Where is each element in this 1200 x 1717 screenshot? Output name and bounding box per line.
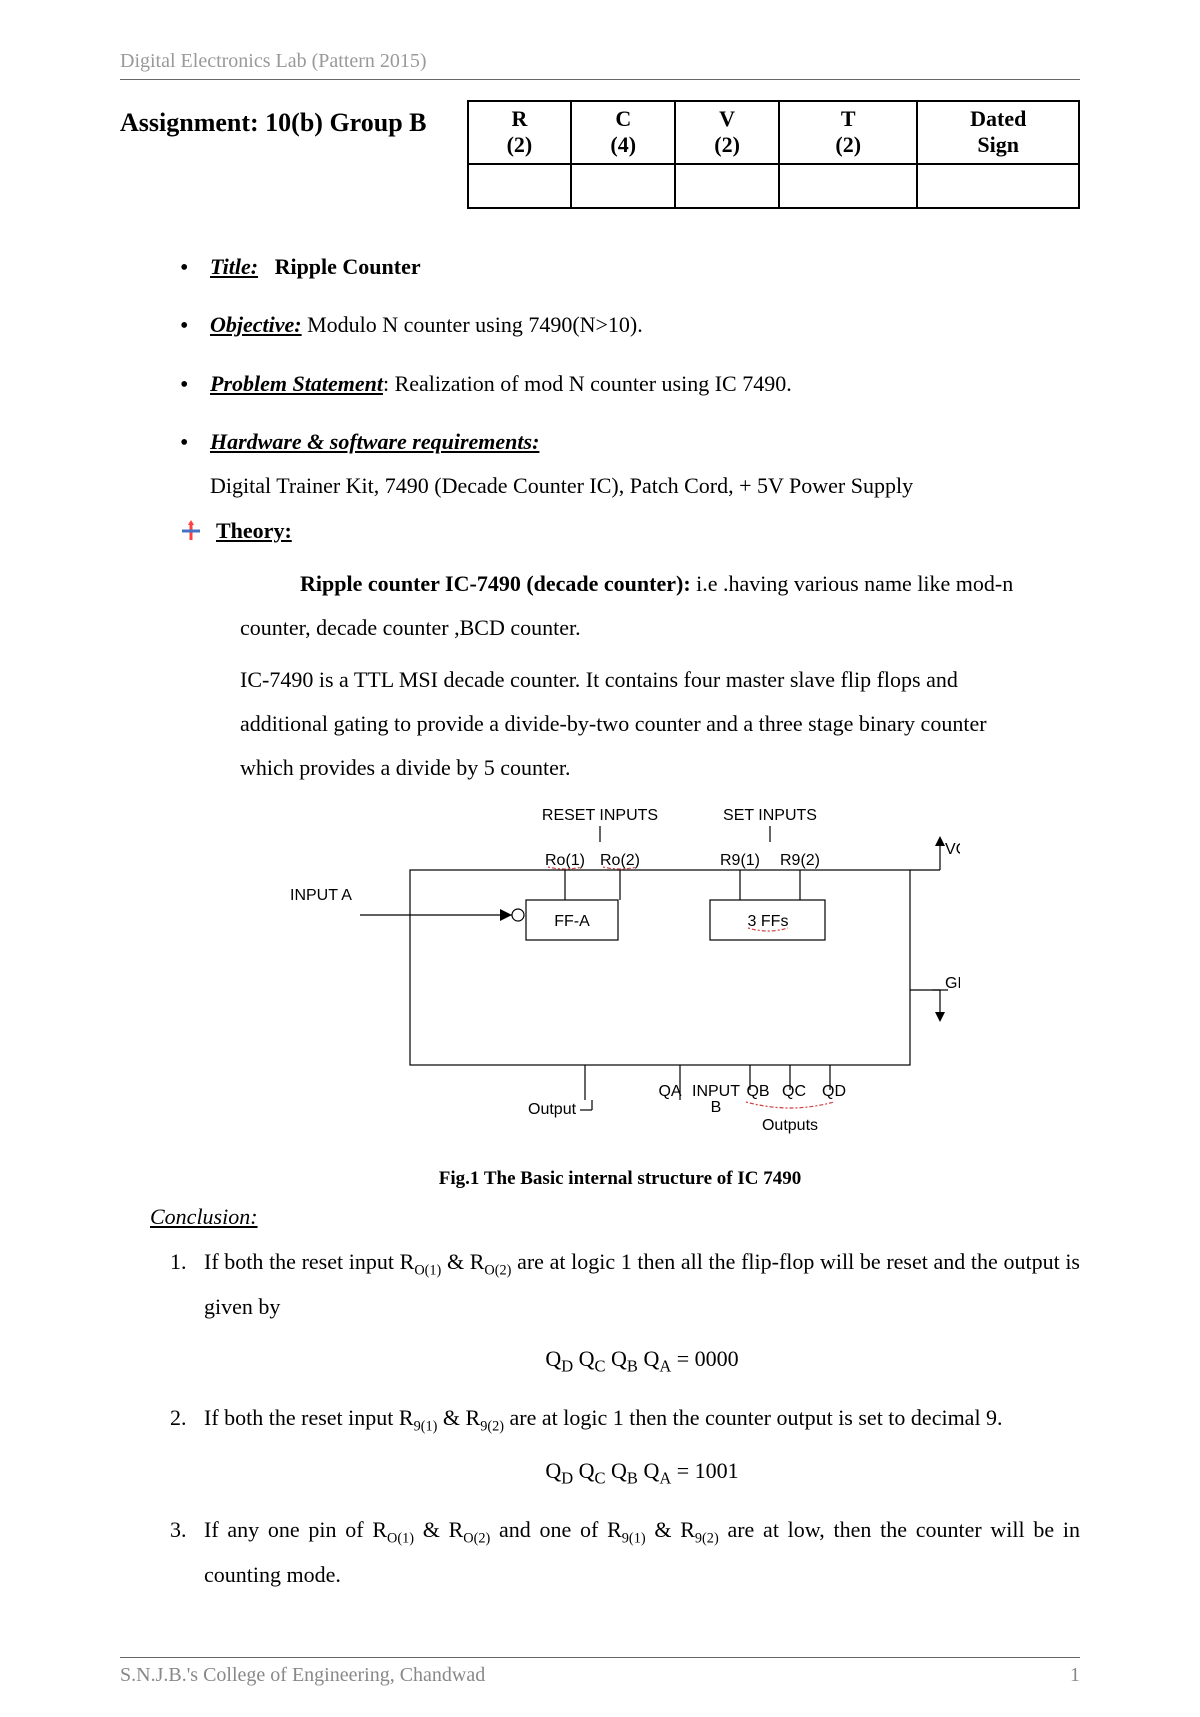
svg-text:B: B — [711, 1099, 722, 1116]
svg-text:R9(1): R9(1) — [720, 852, 760, 869]
svg-text:INPUT A: INPUT A — [290, 887, 352, 904]
theory-bullet-icon — [180, 520, 202, 542]
marks-col-sign: DatedSign — [917, 101, 1079, 164]
bullet-icon: • — [180, 249, 198, 287]
theory-label: Theory: — [216, 518, 292, 544]
svg-text:QA: QA — [658, 1083, 681, 1100]
bullet-icon: • — [180, 366, 198, 404]
conclusion-item-2: If both the reset input R9(1) & R9(2) ar… — [170, 1396, 1080, 1494]
svg-text:Ro(1): Ro(1) — [545, 852, 585, 869]
svg-text:INPUT: INPUT — [692, 1083, 740, 1100]
marks-col-v: V(2) — [675, 101, 779, 164]
svg-text:QC: QC — [782, 1083, 806, 1100]
bullet-icon: • — [180, 307, 198, 345]
title-value: Ripple Counter — [275, 254, 421, 279]
conclusion-item-3: If any one pin of RO(1) & RO(2) and one … — [170, 1508, 1080, 1597]
objective-label: Objective: — [210, 312, 302, 337]
theory-para-2: IC-7490 is a TTL MSI decade counter. It … — [240, 658, 1030, 790]
diagram-container: RESET INPUTS SET INPUTS Ro(1) Ro(2) R9(1… — [180, 800, 1060, 1150]
marks-cell — [468, 164, 572, 208]
svg-text:RESET INPUTS: RESET INPUTS — [542, 807, 658, 824]
title-label: Title: — [210, 254, 258, 279]
hwsw-value: Digital Trainer Kit, 7490 (Decade Counte… — [210, 468, 1060, 503]
top-row: Assignment: 10(b) Group B R(2) C(4) V(2)… — [120, 100, 1080, 209]
svg-text:VCC: VCC — [945, 841, 960, 858]
svg-text:Ro(2): Ro(2) — [600, 852, 640, 869]
svg-text:Outputs: Outputs — [762, 1117, 818, 1134]
marks-col-c: C(4) — [571, 101, 675, 164]
hwsw-label: Hardware & software requirements: — [210, 424, 539, 462]
equation-2: QD QC QB QA = 1001 — [204, 1449, 1080, 1494]
theory-para-1: Ripple counter IC-7490 (decade counter):… — [240, 562, 1030, 650]
bullet-list: • Title: Ripple Counter • Objective: Mod… — [180, 249, 1060, 463]
svg-text:R9(2): R9(2) — [780, 852, 820, 869]
svg-text:QB: QB — [746, 1083, 769, 1100]
footer-college: S.N.J.B.'s College of Engineering, Chand… — [120, 1664, 485, 1687]
assignment-title: Assignment: 10(b) Group B — [120, 100, 427, 138]
svg-text:Output: Output — [528, 1101, 577, 1118]
content-body: • Title: Ripple Counter • Objective: Mod… — [120, 249, 1080, 1190]
figure-caption: Fig.1 The Basic internal structure of IC… — [180, 1168, 1060, 1190]
svg-text:QD: QD — [822, 1083, 846, 1100]
bullet-hwsw: • Hardware & software requirements: — [180, 424, 1060, 462]
page-root: Digital Electronics Lab (Pattern 2015) A… — [0, 0, 1200, 1717]
conclusion-list: If both the reset input RO(1) & RO(2) ar… — [170, 1240, 1080, 1598]
svg-text:GND: GND — [945, 975, 960, 992]
objective-value: Modulo N counter using 7490(N>10). — [307, 312, 643, 337]
problem-value: Realization of mod N counter using IC 74… — [395, 371, 792, 396]
marks-col-t: T(2) — [779, 101, 917, 164]
conclusion-item-1: If both the reset input RO(1) & RO(2) ar… — [170, 1240, 1080, 1382]
header-course: Digital Electronics Lab (Pattern 2015) — [120, 50, 1080, 80]
marks-header-row: R(2) C(4) V(2) T(2) DatedSign — [468, 101, 1079, 164]
svg-text:SET INPUTS: SET INPUTS — [723, 807, 817, 824]
theory-row: Theory: — [180, 518, 1060, 544]
svg-text:FF-A: FF-A — [554, 913, 590, 930]
conclusion-label: Conclusion: — [150, 1204, 1080, 1230]
bullet-icon: • — [180, 424, 198, 462]
equation-1: QD QC QB QA = 0000 — [204, 1337, 1080, 1382]
marks-value-row — [468, 164, 1079, 208]
bullet-problem: • Problem Statement: Realization of mod … — [180, 366, 1060, 404]
marks-cell — [917, 164, 1079, 208]
marks-cell — [571, 164, 675, 208]
problem-label: Problem Statement — [210, 371, 383, 396]
page-footer: S.N.J.B.'s College of Engineering, Chand… — [120, 1657, 1080, 1687]
footer-page-number: 1 — [1070, 1664, 1080, 1687]
marks-col-r: R(2) — [468, 101, 572, 164]
marks-cell — [779, 164, 917, 208]
marks-table: R(2) C(4) V(2) T(2) DatedSign — [467, 100, 1080, 209]
marks-cell — [675, 164, 779, 208]
svg-text:3 FFs: 3 FFs — [748, 913, 789, 930]
bullet-objective: • Objective: Modulo N counter using 7490… — [180, 307, 1060, 345]
bullet-title: • Title: Ripple Counter — [180, 249, 1060, 287]
ic7490-diagram: RESET INPUTS SET INPUTS Ro(1) Ro(2) R9(1… — [280, 800, 960, 1150]
